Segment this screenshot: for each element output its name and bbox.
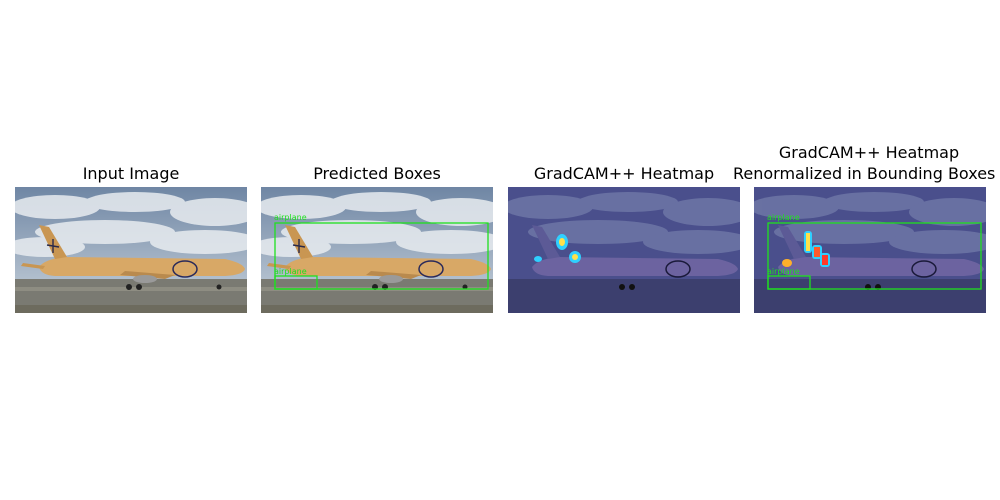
box-label-small: airplane	[274, 267, 307, 276]
panel-renormalized-heatmap: airplane airplane	[754, 187, 986, 313]
renormalized-heatmap-photo: airplane airplane	[754, 187, 986, 313]
heat-spot-cluster	[534, 234, 581, 263]
airplane-photo-with-boxes: airplane airplane	[261, 187, 493, 313]
bounding-box-small	[274, 275, 318, 290]
panel-title-renormalized-line1: GradCAM++ Heatmap	[778, 143, 960, 162]
panel-title-renormalized-line2: Renormalized in Bounding Boxes	[733, 164, 996, 183]
bounding-box-large	[767, 222, 982, 290]
panel-gradcam-heatmap	[508, 187, 740, 313]
panel-input-image	[15, 187, 247, 313]
box-label-large: airplane	[767, 213, 800, 222]
panel-title-predicted-boxes: Predicted Boxes	[313, 164, 441, 183]
box-label-small: airplane	[767, 267, 800, 276]
bounding-box-large	[274, 222, 489, 290]
heatmap-overlay-photo	[508, 187, 740, 313]
panel-title-input-image: Input Image	[82, 164, 180, 183]
bounding-box-small	[767, 275, 811, 290]
panel-predicted-boxes: airplane airplane	[261, 187, 493, 313]
renormalized-heat-spots	[782, 231, 830, 267]
box-label-large: airplane	[274, 213, 307, 222]
airplane-photo	[15, 187, 247, 313]
panel-title-gradcam-heatmap: GradCAM++ Heatmap	[533, 164, 715, 183]
